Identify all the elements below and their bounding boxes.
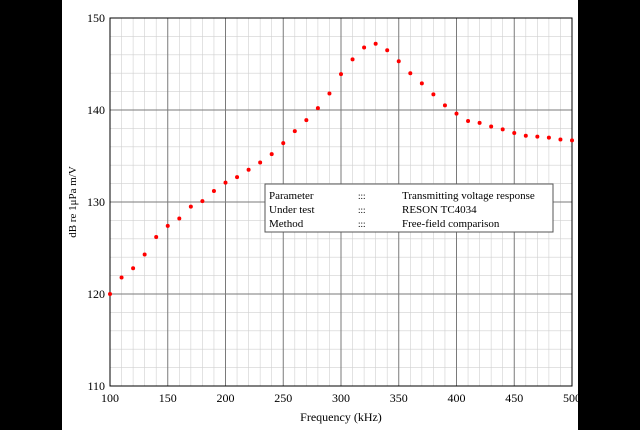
info-box: Parameter ::: Transmitting voltage respo… [264,183,554,233]
data-point [292,129,297,134]
x-tick-label: 150 [159,391,177,405]
data-point [165,223,170,228]
data-point [235,175,240,180]
y-tick-label: 130 [87,195,105,209]
data-point [131,266,136,271]
data-point [489,124,494,129]
info-sep-under-test: ::: [358,205,366,215]
y-tick-label: 140 [87,103,105,117]
data-point [211,188,216,193]
data-point [442,103,447,108]
plot-area-border [109,17,573,387]
data-point [108,292,112,296]
data-point [477,120,482,125]
x-tick-label: 250 [274,391,292,405]
x-tick-label: 200 [217,391,235,405]
info-key-parameter: Parameter [269,190,314,202]
data-point [200,199,205,204]
x-tick-label: 500 [563,391,581,405]
data-point [454,111,459,116]
data-point [500,127,505,132]
data-point [304,118,309,123]
info-key-method: Method [269,218,304,230]
data-point [431,92,436,97]
x-axis-label: Frequency (kHz) [300,410,382,424]
info-value-parameter: Transmitting voltage response [402,190,535,202]
data-point [419,81,424,86]
data-point [396,59,401,64]
data-point [466,119,471,124]
data-point [373,41,378,46]
info-sep-parameter: ::: [358,191,366,201]
x-tick-label: 100 [101,391,119,405]
data-point [281,141,286,146]
info-value-method: Free-field comparison [402,218,500,230]
data-point [408,71,413,76]
data-point [119,275,124,280]
x-tick-label: 300 [332,391,350,405]
data-point [258,160,263,165]
data-point [188,204,193,209]
data-point [535,134,540,139]
data-point [154,234,159,239]
data-point [142,252,147,257]
info-value-under-test: RESON TC4034 [402,204,477,216]
data-point [327,91,332,96]
data-point [177,216,182,221]
y-tick-label: 120 [87,287,105,301]
x-tick-label: 450 [505,391,523,405]
data-points [108,41,574,296]
y-tick-label: 150 [87,11,105,25]
data-point [570,138,574,143]
data-point [269,152,274,157]
data-point [523,133,528,138]
data-point [512,131,517,135]
data-point [385,48,390,53]
y-axis-label: dB re 1μPa m/V [67,166,79,238]
info-sep-method: ::: [358,219,366,229]
x-tick-label: 350 [390,391,408,405]
x-tick-label: 400 [448,391,466,405]
data-point [315,106,320,111]
y-tick-label: 110 [87,379,105,393]
data-point [558,137,563,142]
tick-labels: 100 150 200 250 300 350 400 450 500 110 120 130 140 1… [87,11,581,405]
data-point [350,57,355,62]
data-point [223,180,228,185]
data-point [546,135,551,140]
info-box-border [264,183,554,233]
data-point [339,72,343,77]
data-point [362,45,367,50]
data-point [246,167,251,172]
info-key-under-test: Under test [269,204,315,216]
